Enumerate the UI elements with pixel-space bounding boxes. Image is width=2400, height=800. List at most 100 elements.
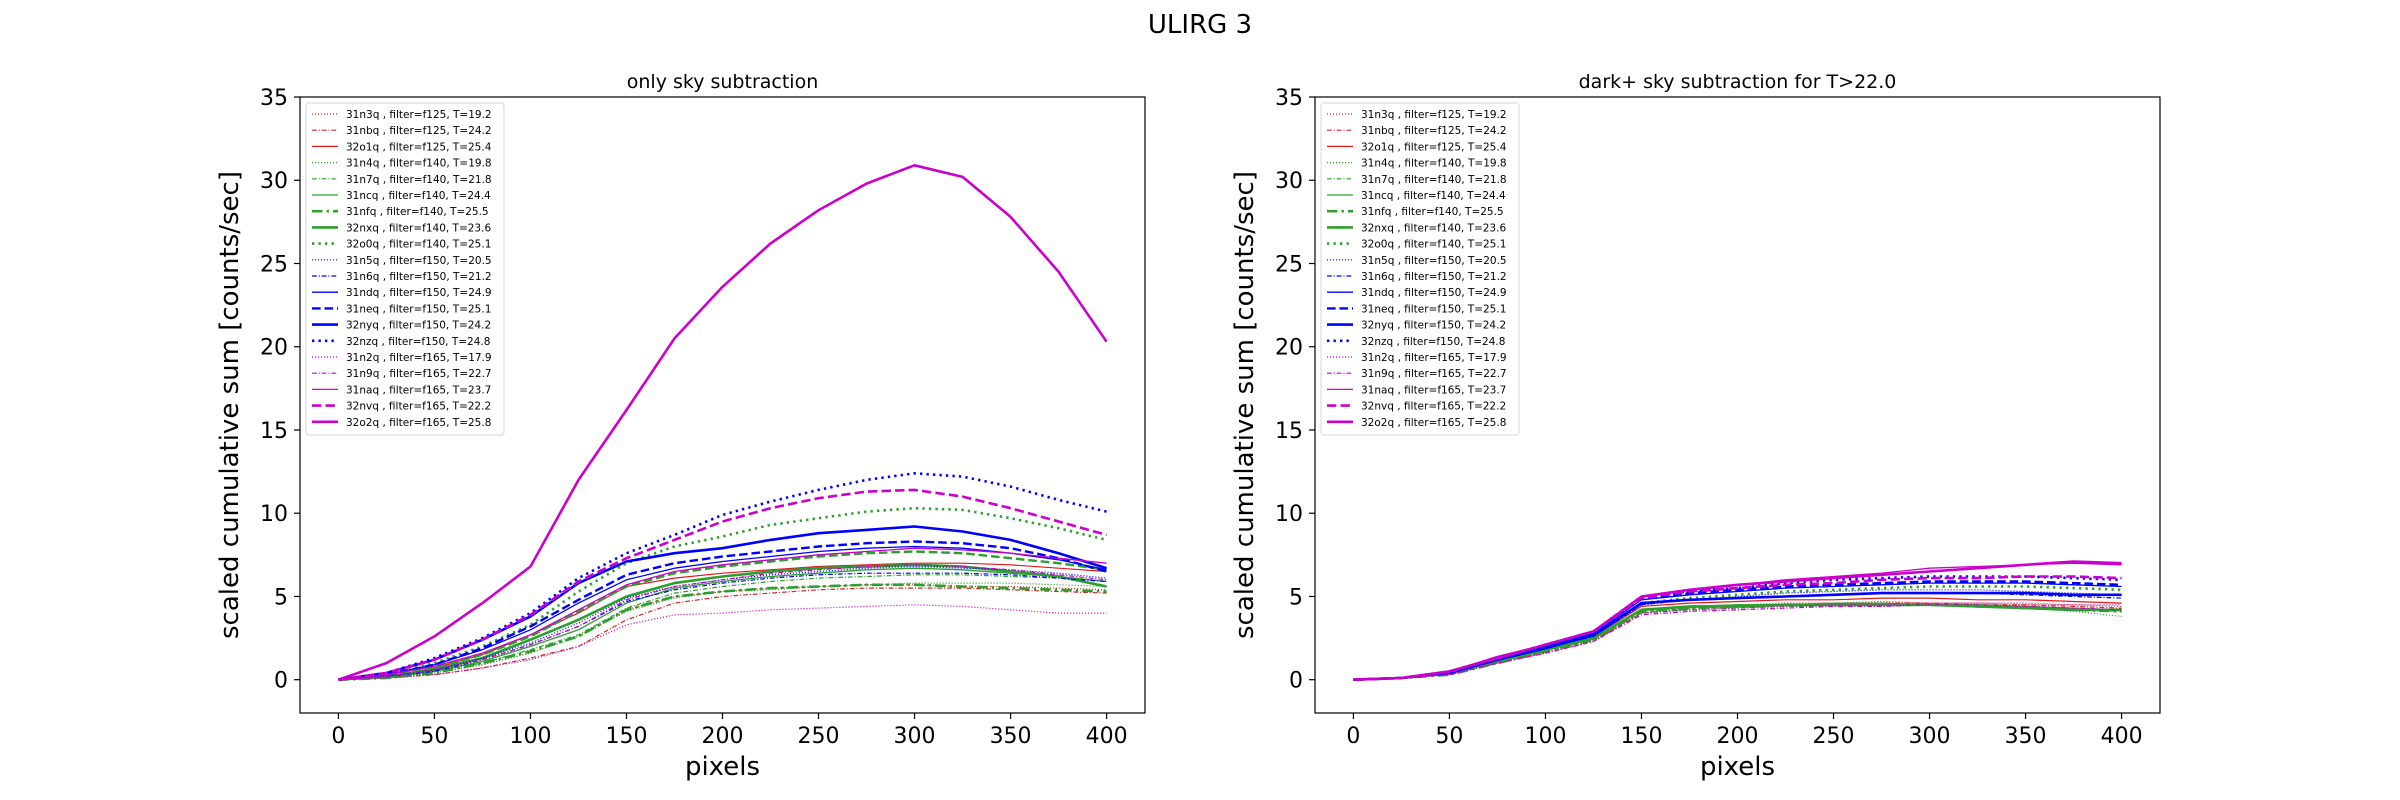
y-axis-label: scaled cumulative sum [counts/sec]	[215, 171, 245, 639]
legend-label: 32nzq , filter=f150, T=24.8	[346, 336, 490, 348]
x-tick-label: 200	[1717, 724, 1759, 749]
x-tick-label: 250	[1813, 724, 1855, 749]
y-tick-label: 5	[274, 585, 288, 610]
series-line-15	[338, 471, 1107, 681]
legend-label: 31ncq , filter=f140, T=24.4	[346, 190, 491, 202]
x-tick-label: 300	[1909, 724, 1951, 749]
y-tick-label: 20	[1275, 336, 1303, 361]
legend-label: 31nfq , filter=f140, T=25.5	[346, 206, 489, 218]
legend-label: 31nbq , filter=f125, T=24.2	[1361, 125, 1507, 137]
series-line-13	[1353, 591, 2122, 681]
y-tick-label: 10	[260, 502, 288, 527]
x-tick-label: 200	[702, 724, 744, 749]
series-lines	[1353, 560, 2122, 681]
series-lines	[337, 164, 1108, 681]
legend-label: 32nyq , filter=f150, T=24.2	[1361, 320, 1506, 332]
legend-label: 31n3q , filter=f125, T=19.2	[346, 109, 492, 121]
figure-title: ULIRG 3	[1147, 10, 1253, 40]
x-tick-label: 50	[1435, 724, 1463, 749]
legend-label: 31ndq , filter=f150, T=24.9	[346, 287, 492, 299]
y-tick-label: 5	[1289, 585, 1303, 610]
legend-label: 31neq , filter=f150, T=25.1	[1361, 303, 1506, 315]
legend-label: 31n6q , filter=f150, T=21.2	[346, 271, 492, 283]
legend-label: 32o2q , filter=f165, T=25.8	[346, 417, 491, 429]
series-line-19	[1353, 560, 2122, 681]
series-line-18	[338, 547, 1107, 681]
legend-label: 31neq , filter=f150, T=25.1	[346, 303, 491, 315]
legend-label: 31n9q , filter=f165, T=22.7	[346, 368, 492, 380]
chart-panel-dark-sky: dark+ sky subtraction for T>22.00 50 100 15…	[1230, 71, 2161, 782]
legend-label: 31n3q , filter=f125, T=19.2	[1361, 109, 1507, 121]
x-tick-label: 300	[894, 724, 936, 749]
legend-label: 31naq , filter=f165, T=23.7	[346, 384, 491, 396]
series-line-16	[338, 604, 1107, 681]
legend-label: 31n4q , filter=f140, T=19.8	[1361, 158, 1507, 170]
series-line-6	[338, 583, 1107, 681]
x-tick-label: 150	[605, 724, 647, 749]
legend-label: 31n4q , filter=f140, T=19.8	[346, 158, 492, 170]
legend-label: 32o1q , filter=f125, T=25.4	[346, 141, 492, 153]
series-line-17	[338, 564, 1107, 681]
y-tick-label: 15	[1275, 419, 1303, 444]
series-line-19	[338, 488, 1107, 681]
legend-label: 32o2q , filter=f165, T=25.8	[1361, 417, 1506, 429]
legend-label: 32o0q , filter=f140, T=25.1	[346, 239, 491, 251]
series-line-13	[338, 540, 1107, 681]
series-line-5	[338, 567, 1107, 681]
legend-label: 31naq , filter=f165, T=23.7	[1361, 384, 1506, 396]
legend-label: 31n2q , filter=f165, T=17.9	[1361, 352, 1507, 364]
panel-title: dark+ sky subtraction for T>22.0	[1579, 71, 1897, 93]
legend: 31n3q , filter=f125, T=19.2 31nbq , filte…	[305, 102, 505, 436]
y-tick-label: 20	[260, 336, 288, 361]
legend-label: 32nvq , filter=f165, T=22.2	[1361, 401, 1506, 413]
legend-label: 31n5q , filter=f150, T=20.5	[346, 255, 492, 267]
x-tick-label: 100	[509, 724, 551, 749]
legend-label: 32o1q , filter=f125, T=25.4	[1361, 141, 1507, 153]
legend: 31n3q , filter=f125, T=19.2 31nbq , filte…	[1320, 102, 1520, 436]
x-tick-label: 350	[2005, 724, 2047, 749]
x-tick-label: 350	[990, 724, 1032, 749]
legend-label: 31ndq , filter=f150, T=24.9	[1361, 287, 1507, 299]
legend-label: 32nyq , filter=f150, T=24.2	[346, 320, 491, 332]
y-tick-label: 25	[260, 252, 288, 277]
x-axis-label: pixels	[685, 752, 760, 782]
legend-label: 31nfq , filter=f140, T=25.5	[1361, 206, 1504, 218]
x-tick-label: 150	[1620, 724, 1662, 749]
legend-label: 31n7q , filter=f140, T=21.8	[1361, 174, 1507, 186]
legend-label: 31n7q , filter=f140, T=21.8	[346, 174, 492, 186]
series-line-20	[337, 164, 1108, 681]
x-tick-label: 250	[798, 724, 840, 749]
series-line-9	[338, 550, 1107, 681]
y-tick-label: 30	[260, 169, 288, 194]
legend-box	[305, 102, 505, 436]
legend-box	[1320, 102, 1520, 436]
y-tick-label: 0	[274, 669, 288, 694]
series-line-10	[338, 565, 1107, 681]
x-tick-label: 400	[2101, 724, 2143, 749]
y-tick-label: 15	[260, 419, 288, 444]
legend-label: 31nbq , filter=f125, T=24.2	[346, 125, 492, 137]
x-tick-label: 0	[331, 724, 345, 749]
y-tick-label: 0	[1289, 669, 1303, 694]
x-tick-label: 0	[1346, 724, 1360, 749]
legend-label: 31n6q , filter=f150, T=21.2	[1361, 271, 1507, 283]
y-tick-label: 30	[1275, 169, 1303, 194]
x-tick-label: 100	[1524, 724, 1566, 749]
y-tick-label: 35	[1275, 86, 1303, 111]
y-tick-label: 25	[1275, 252, 1303, 277]
series-line-1	[338, 587, 1107, 681]
series-line-16	[1353, 604, 2122, 681]
series-line-14	[338, 525, 1107, 681]
legend-label: 32nxq , filter=f140, T=23.6	[1361, 222, 1506, 234]
y-axis-label: scaled cumulative sum [counts/sec]	[1230, 171, 1260, 639]
x-tick-label: 400	[1086, 724, 1128, 749]
legend-label: 31n2q , filter=f165, T=17.9	[346, 352, 492, 364]
series-line-17	[1353, 562, 2122, 681]
legend-label: 31ncq , filter=f140, T=24.4	[1361, 190, 1506, 202]
legend-label: 32nzq , filter=f150, T=24.8	[1361, 336, 1505, 348]
legend-label: 31n5q , filter=f150, T=20.5	[1361, 255, 1507, 267]
x-tick-label: 50	[420, 724, 448, 749]
y-tick-label: 35	[260, 86, 288, 111]
